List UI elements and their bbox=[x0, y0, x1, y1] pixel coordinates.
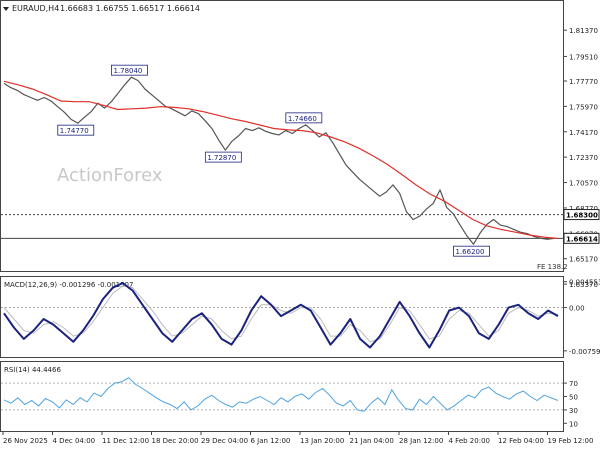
macd-tick-label: 0.004553 bbox=[569, 279, 600, 287]
price-tick-label: 1.74170 bbox=[569, 129, 598, 137]
macd-tick-label: 0.00 bbox=[569, 305, 585, 313]
rsi-line bbox=[3, 377, 559, 412]
price-tick-label: 1.79510 bbox=[569, 53, 598, 61]
macd-line bbox=[3, 282, 559, 349]
annotation-box bbox=[111, 64, 148, 76]
annotation-box bbox=[453, 245, 490, 257]
watermark-logo: ActionForex bbox=[57, 165, 163, 186]
macd-signal-line bbox=[3, 285, 559, 343]
rsi-tick-label: 70 bbox=[569, 380, 578, 388]
annotation-label: 1.74770 bbox=[60, 127, 89, 135]
x-tick-label: 21 Jan 04:00 bbox=[350, 437, 394, 445]
x-tick-label: 4 Feb 20:00 bbox=[449, 437, 490, 445]
annotation-box bbox=[57, 124, 95, 136]
price-tick-label: 1.63370 bbox=[569, 281, 598, 289]
annotation-box bbox=[204, 151, 242, 163]
x-tick-label: 13 Jan 20:00 bbox=[300, 437, 344, 445]
price-tick-label: 1.65170 bbox=[569, 256, 598, 264]
price-panel-frame bbox=[0, 0, 564, 272]
x-tick-label: 11 Dec 12:00 bbox=[102, 437, 149, 445]
rsi-tick-label: 50 bbox=[569, 394, 578, 402]
macd-tick-label: -0.007593 bbox=[569, 348, 600, 356]
price-level-box bbox=[563, 209, 600, 221]
symbol-label: EURAUD,H4 bbox=[12, 4, 59, 13]
price-tick-label: 1.70570 bbox=[569, 180, 598, 188]
price-tick-label: 1.81370 bbox=[569, 27, 598, 35]
rsi-panel-frame bbox=[0, 361, 564, 432]
moving-average-line bbox=[3, 80, 559, 240]
price-level-box bbox=[563, 232, 600, 244]
rsi-tick-label: 10 bbox=[569, 420, 578, 428]
price-tick-label: 1.75970 bbox=[569, 103, 598, 111]
x-tick-label: 12 Feb 04:00 bbox=[498, 437, 544, 445]
x-tick-label: 19 Feb 12:00 bbox=[548, 437, 594, 445]
annotation-label: 1.78040 bbox=[113, 67, 142, 75]
annotation-label: 1.66200 bbox=[456, 248, 485, 256]
macd-title: MACD(12,26,9) -0.001296 -0.001507 bbox=[4, 281, 133, 289]
price-tick-label: 1.68770 bbox=[569, 205, 598, 213]
price-tick-label: 1.72370 bbox=[569, 154, 598, 162]
rsi-tick-label: 30 bbox=[569, 407, 578, 415]
annotation-box bbox=[285, 112, 323, 124]
x-tick-label: 29 Dec 04:00 bbox=[201, 437, 248, 445]
annotation-label: 1.74660 bbox=[288, 115, 317, 123]
ohlc-readout: 1.66683 1.66755 1.66517 1.66614 bbox=[60, 4, 200, 13]
fe-note: FE 138.2 bbox=[537, 263, 568, 271]
x-tick-label: 4 Dec 04:00 bbox=[53, 437, 96, 445]
rsi-title: RSI(14) 44.4466 bbox=[4, 366, 61, 374]
x-tick-label: 28 Jan 12:00 bbox=[399, 437, 443, 445]
price-level-label: 1.66614 bbox=[566, 235, 598, 243]
dropdown-triangle-icon[interactable] bbox=[3, 7, 9, 11]
x-tick-label: 6 Jan 12:00 bbox=[251, 437, 291, 445]
price-level-label: 1.68300 bbox=[566, 212, 598, 220]
annotation-label: 1.72870 bbox=[207, 154, 236, 162]
x-tick-label: 18 Dec 20:00 bbox=[152, 437, 199, 445]
x-tick-label: 26 Nov 2025 bbox=[3, 437, 48, 445]
price-series-line bbox=[3, 76, 555, 245]
price-tick-label: 1.77770 bbox=[569, 78, 598, 86]
macd-panel-frame bbox=[0, 276, 564, 358]
